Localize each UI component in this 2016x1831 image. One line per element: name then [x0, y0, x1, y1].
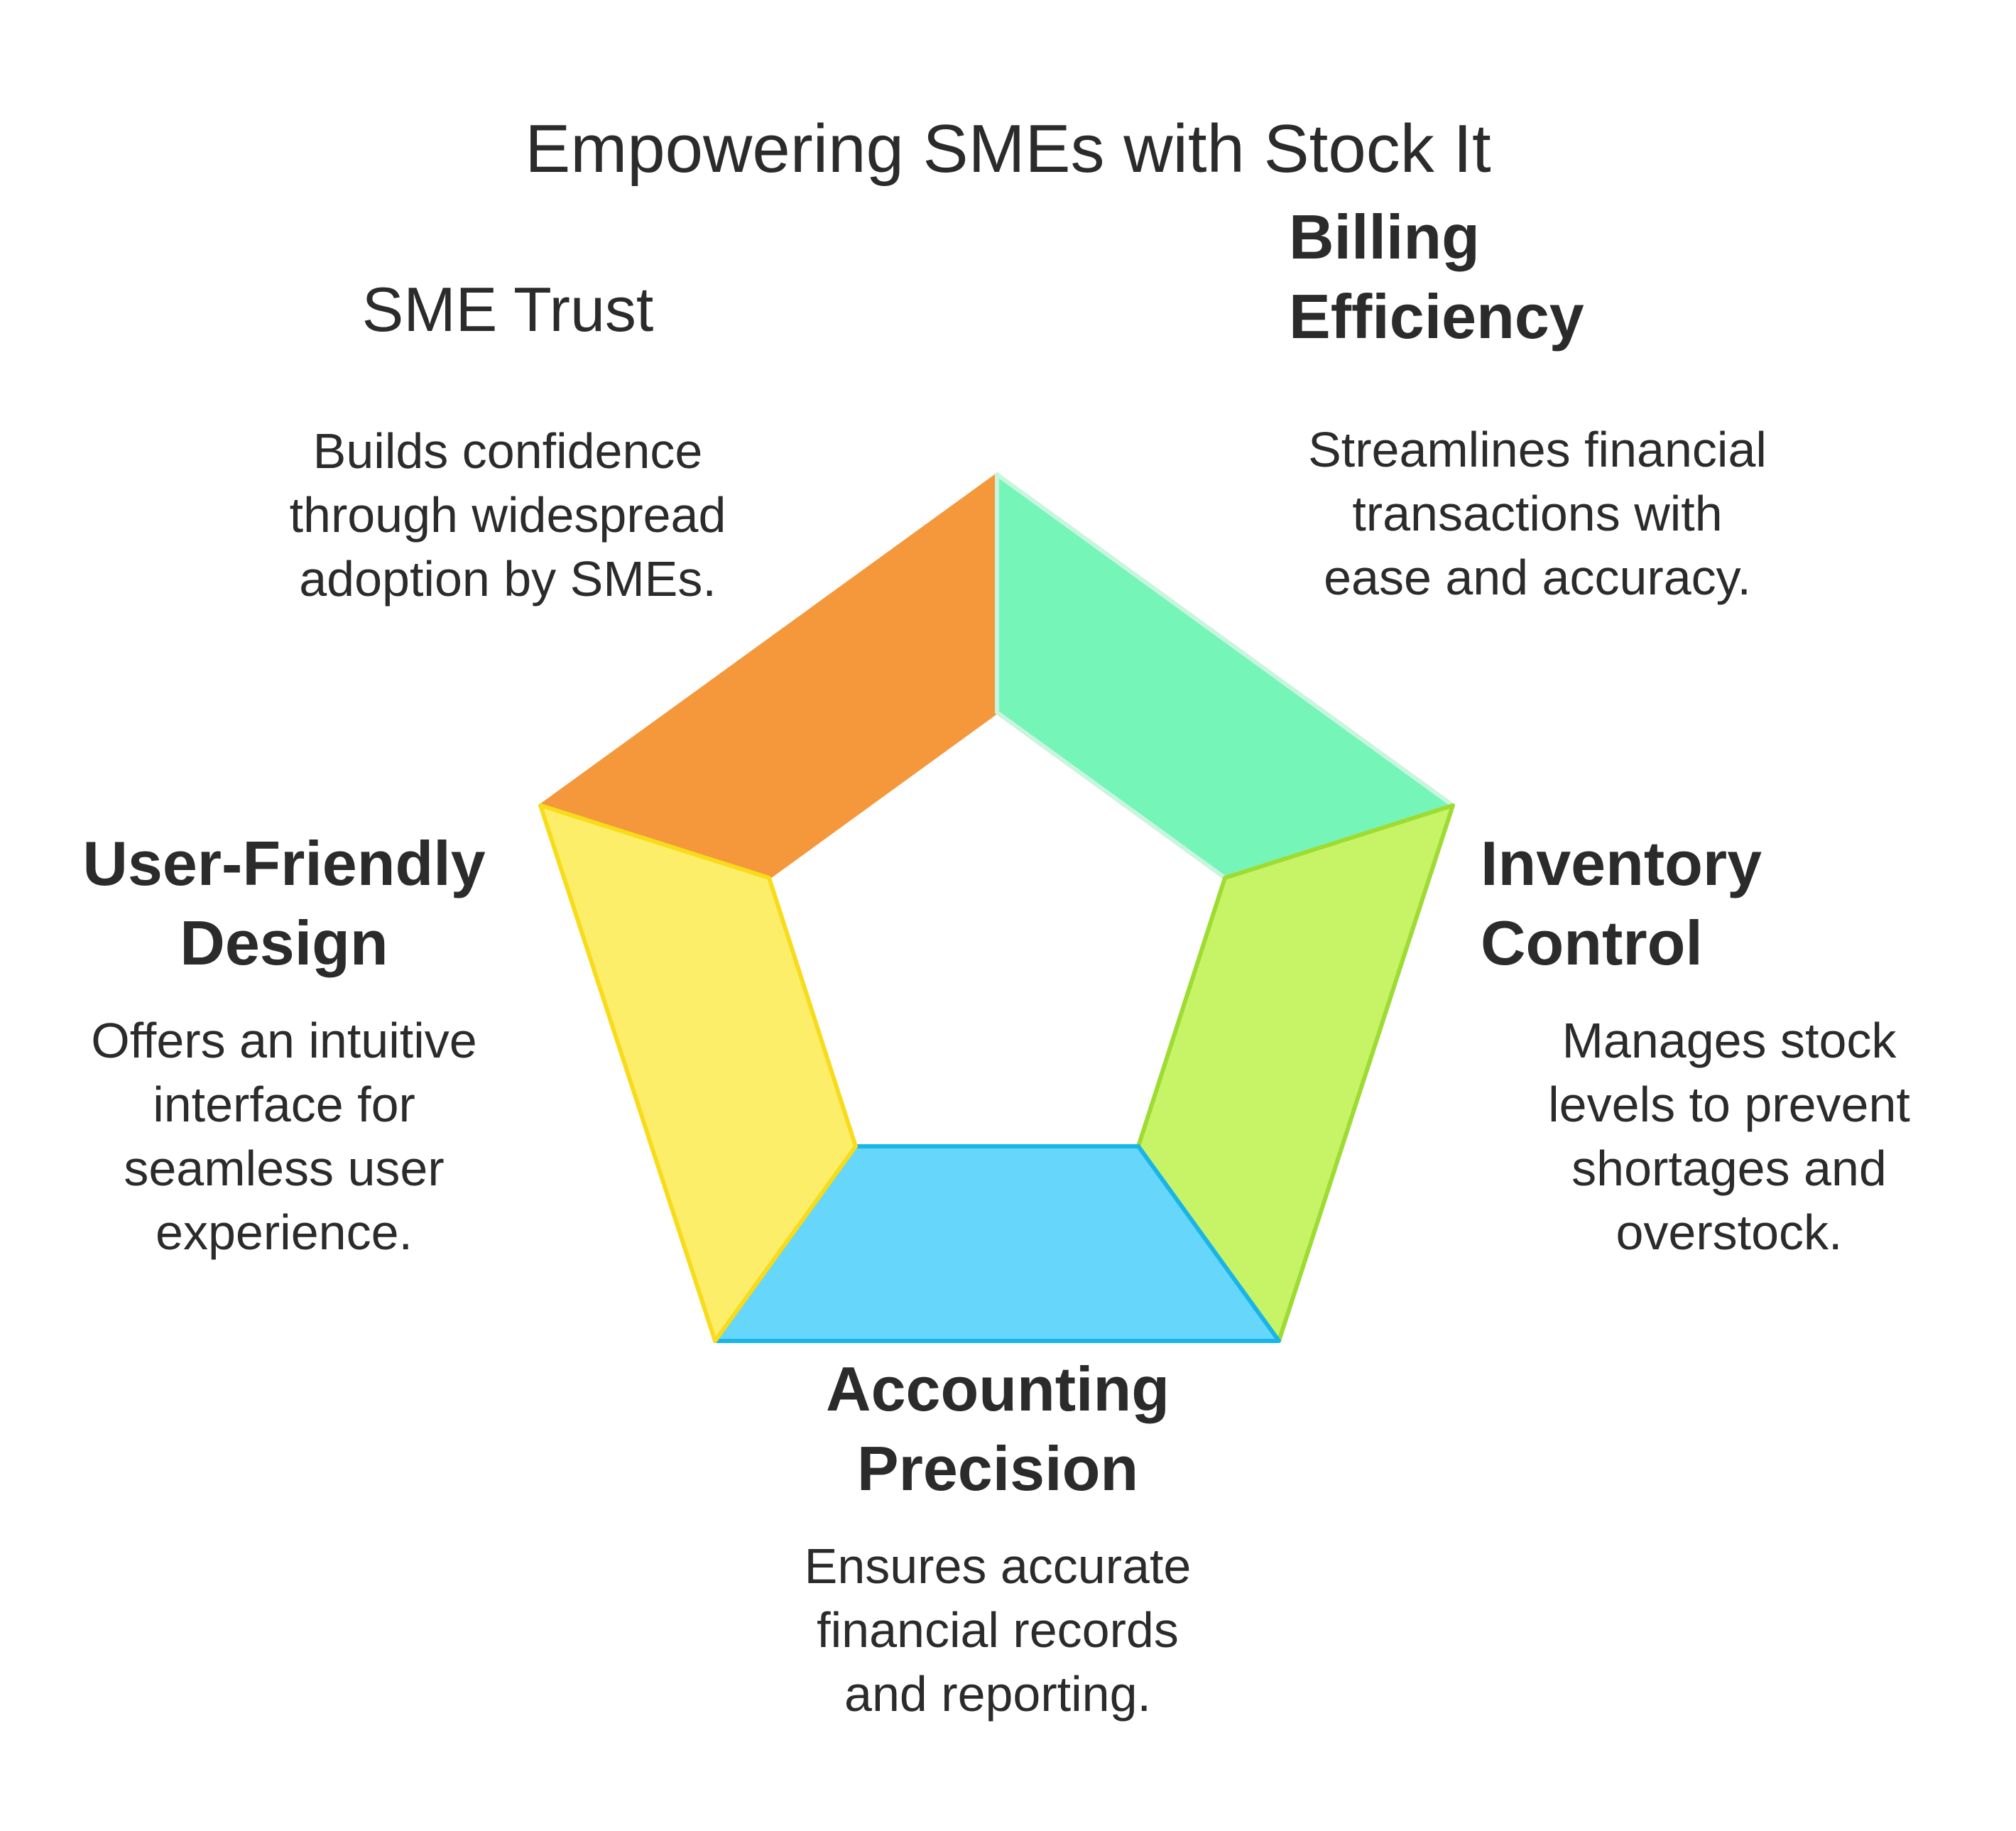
sme-trust-description: Builds confidence through widespread ado…	[289, 423, 726, 607]
billing-heading: Billing Efficiency	[1289, 202, 1584, 352]
sme-trust-heading: SME Trust	[361, 274, 654, 344]
segment-user-friendly	[538, 803, 858, 1343]
billing-description: Streamlines financial transactions with …	[1308, 422, 1767, 605]
diagram-title: Empowering SMEs with Stock It	[525, 111, 1491, 187]
user-friendly-heading: User-Friendly Design	[82, 828, 486, 978]
node-sme-trust: SME Trust Builds confidence through wide…	[170, 270, 845, 639]
node-accounting: Accounting Precision Ensures accurate fi…	[731, 1349, 1264, 1747]
accounting-description: Ensures accurate financial records and r…	[804, 1538, 1192, 1722]
inventory-heading: Inventory Control	[1481, 828, 1762, 978]
accounting-heading: Accounting Precision	[826, 1354, 1170, 1504]
node-billing: Billing Efficiency Streamlines financial…	[1289, 197, 1857, 624]
user-friendly-description: Offers an intuitive interface for seamle…	[91, 1013, 477, 1260]
node-inventory: Inventory Control Manages stock levels t…	[1481, 824, 1978, 1293]
node-user-friendly: User-Friendly Design Offers an intuitive…	[28, 824, 540, 1293]
inventory-description: Manages stock levels to prevent shortage…	[1548, 1013, 1910, 1260]
